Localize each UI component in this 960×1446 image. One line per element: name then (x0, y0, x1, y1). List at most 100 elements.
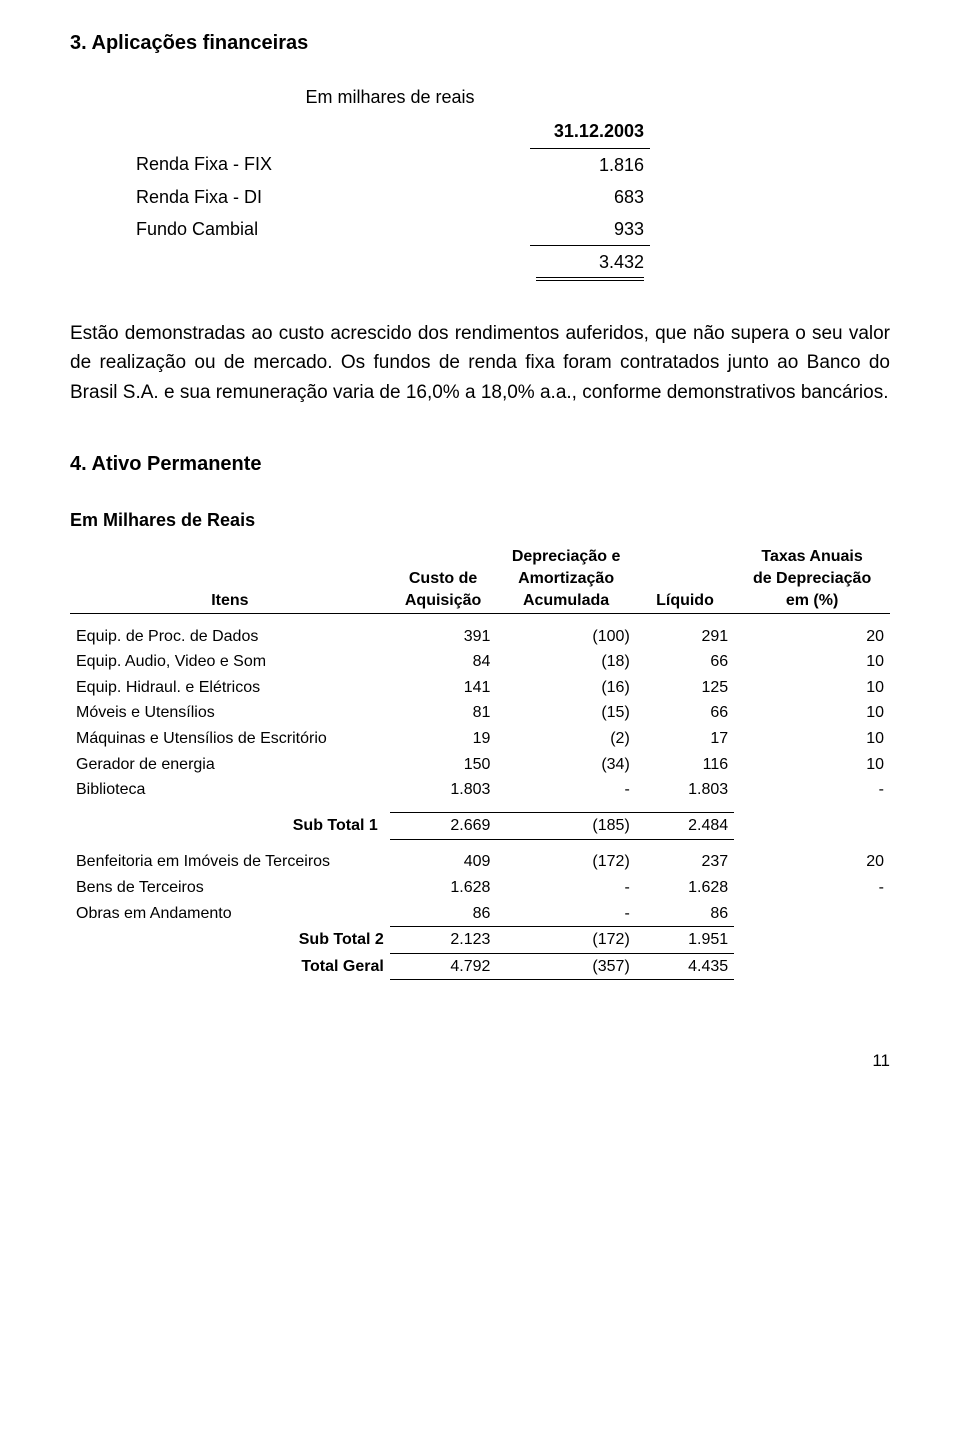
cell: Gerador de energia (70, 752, 390, 778)
table-total-row: 3.432 (130, 246, 650, 285)
cell (734, 901, 890, 927)
row-value: 1.816 (530, 148, 650, 181)
cell: 10 (734, 649, 890, 675)
cell: (18) (496, 649, 635, 675)
cell: (15) (496, 700, 635, 726)
cell: (100) (496, 624, 635, 650)
row-value: 683 (530, 181, 650, 213)
cell: 17 (636, 726, 734, 752)
cell: Obras em Andamento (70, 901, 390, 927)
cell: (172) (496, 927, 635, 954)
col-depreciacao: Depreciação e Amortização Acumulada (496, 544, 635, 613)
cell: 19 (390, 726, 497, 752)
cell: Bens de Terceiros (70, 875, 390, 901)
col-text: Custo de (409, 570, 477, 587)
table-row: Gerador de energia150(34)11610 (70, 752, 890, 778)
col-itens: Itens (70, 544, 390, 613)
subtotal-1-row: Sub Total 1 2.669 (185) 2.484 (70, 813, 890, 840)
table-1-total: 3.432 (536, 250, 644, 280)
cell: (357) (496, 953, 635, 980)
col-liquido: Líquido (636, 544, 734, 613)
cell: 2.669 (390, 813, 497, 840)
total-label: Total Geral (70, 953, 390, 980)
table-1-date: 31.12.2003 (530, 115, 650, 148)
subtotal-label: Sub Total 1 (70, 813, 390, 840)
col-text: Aquisição (405, 592, 481, 609)
cell: Máquinas e Utensílios de Escritório (70, 726, 390, 752)
table-row: Bens de Terceiros1.628-1.628- (70, 875, 890, 901)
cell: 84 (390, 649, 497, 675)
cell: 10 (734, 700, 890, 726)
cell: (34) (496, 752, 635, 778)
cell: (185) (496, 813, 635, 840)
table-1-caption: Em milhares de reais (130, 85, 650, 109)
subtotal-label: Sub Total 2 (70, 927, 390, 954)
cell: - (496, 901, 635, 927)
cell: - (734, 875, 890, 901)
col-text: Taxas Anuais (761, 548, 862, 565)
cell: - (496, 777, 635, 803)
cell: Móveis e Utensílios (70, 700, 390, 726)
table-row: Móveis e Utensílios81(15)6610 (70, 700, 890, 726)
cell: Benfeitoria em Imóveis de Terceiros (70, 849, 390, 875)
table-row: Obras em Andamento86-86 (70, 901, 890, 927)
cell: 86 (390, 901, 497, 927)
cell: 150 (390, 752, 497, 778)
table-row: Renda Fixa - FIX 1.816 (130, 148, 650, 181)
table-row: Equip. Hidraul. e Elétricos141(16)12510 (70, 675, 890, 701)
cell: 81 (390, 700, 497, 726)
cell: 1.803 (390, 777, 497, 803)
cell: 2.123 (390, 927, 497, 954)
table-row: Benfeitoria em Imóveis de Terceiros409(1… (70, 849, 890, 875)
col-text: Acumulada (523, 592, 609, 609)
cell: 1.628 (390, 875, 497, 901)
cell: Equip. Hidraul. e Elétricos (70, 675, 390, 701)
body-paragraph: Estão demonstradas ao custo acrescido do… (70, 319, 890, 407)
cell: - (496, 875, 635, 901)
cell: 291 (636, 624, 734, 650)
cell: 86 (636, 901, 734, 927)
table-row: Renda Fixa - DI 683 (130, 181, 650, 213)
cell: Biblioteca (70, 777, 390, 803)
cell: (172) (496, 849, 635, 875)
cell: 1.628 (636, 875, 734, 901)
col-text: em (%) (786, 592, 838, 609)
cell: 116 (636, 752, 734, 778)
cell: (16) (496, 675, 635, 701)
cell: 20 (734, 624, 890, 650)
table-row: Fundo Cambial 933 (130, 213, 650, 246)
cell: (2) (496, 726, 635, 752)
cell: - (734, 777, 890, 803)
cell: 4.792 (390, 953, 497, 980)
section-3-title: 3. Aplicações financeiras (70, 30, 890, 57)
cell: 20 (734, 849, 890, 875)
table-1-wrapper: Em milhares de reais 31.12.2003 Renda Fi… (130, 85, 650, 285)
cell: Equip. de Proc. de Dados (70, 624, 390, 650)
cell: 237 (636, 849, 734, 875)
subtotal-2-row: Sub Total 2 2.123 (172) 1.951 (70, 927, 890, 954)
col-text: Depreciação e (512, 548, 621, 565)
cell: 10 (734, 752, 890, 778)
col-custo: Custo de Aquisição (390, 544, 497, 613)
table-row: Equip. de Proc. de Dados391(100)29120 (70, 624, 890, 650)
table-row: Equip. Audio, Video e Som84(18)6610 (70, 649, 890, 675)
total-row: Total Geral 4.792 (357) 4.435 (70, 953, 890, 980)
table-ativo-permanente: Itens Custo de Aquisição Depreciação e A… (70, 544, 890, 980)
cell: 125 (636, 675, 734, 701)
cell: 66 (636, 700, 734, 726)
cell: 2.484 (636, 813, 734, 840)
cell: 141 (390, 675, 497, 701)
table-2-caption: Em Milhares de Reais (70, 508, 890, 532)
cell: 391 (390, 624, 497, 650)
cell: Equip. Audio, Video e Som (70, 649, 390, 675)
table-row: Biblioteca1.803-1.803- (70, 777, 890, 803)
col-taxas: Taxas Anuais de Depreciação em (%) (734, 544, 890, 613)
col-text: Amortização (518, 570, 614, 587)
row-label: Fundo Cambial (130, 213, 530, 246)
row-label: Renda Fixa - DI (130, 181, 530, 213)
section-4-title: 4. Ativo Permanente (70, 451, 890, 478)
cell: 10 (734, 726, 890, 752)
col-text: de Depreciação (753, 570, 871, 587)
row-value: 933 (530, 213, 650, 246)
table-row: Máquinas e Utensílios de Escritório19(2)… (70, 726, 890, 752)
